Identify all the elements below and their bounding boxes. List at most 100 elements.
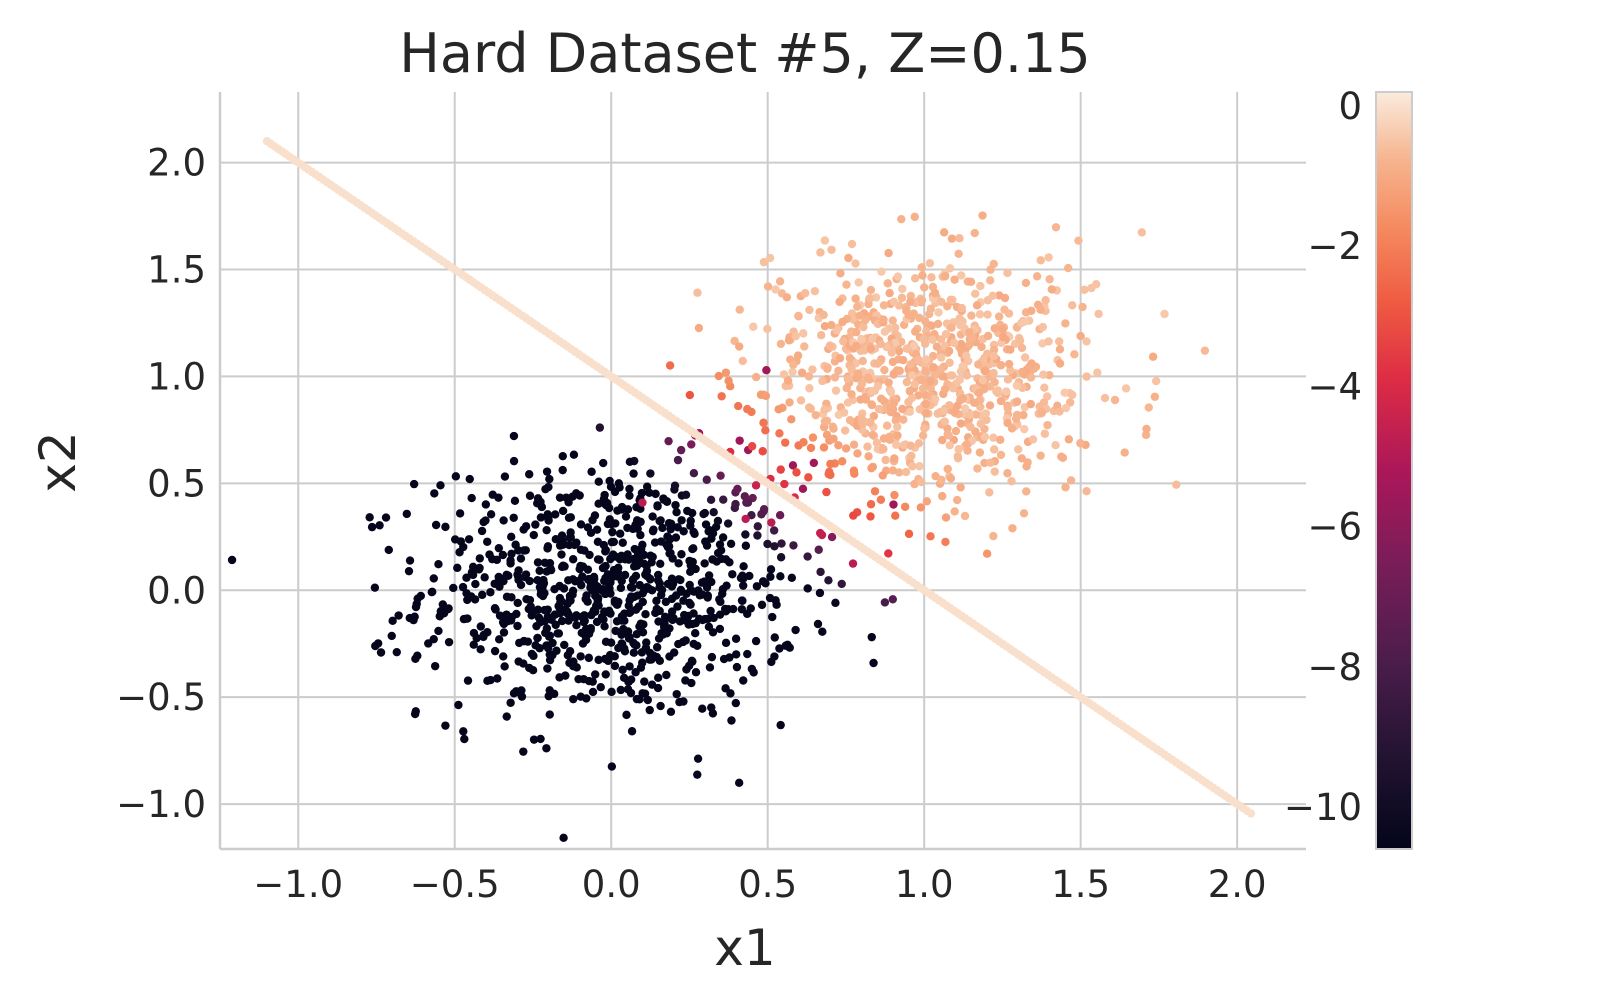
- data-point: [708, 555, 717, 564]
- data-point: [965, 410, 975, 419]
- data-point: [677, 550, 686, 559]
- data-point: [1160, 309, 1169, 319]
- data-point: [879, 301, 889, 310]
- data-point: [808, 433, 818, 442]
- data-point: [946, 474, 956, 483]
- y-axis-ticks: −1.0 −0.5 0.0 0.5 1.0 1.5 2.0: [116, 142, 206, 827]
- data-point: [800, 342, 809, 351]
- x-tick-label: 1.0: [895, 863, 954, 906]
- data-point: [682, 589, 691, 598]
- data-point: [479, 630, 488, 640]
- data-point: [1061, 483, 1070, 492]
- data-point: [516, 554, 526, 563]
- data-point: [637, 648, 647, 657]
- data-point: [776, 465, 785, 474]
- data-point: [890, 323, 900, 332]
- data-point: [480, 573, 489, 582]
- data-point: [584, 676, 594, 686]
- data-point: [640, 677, 649, 686]
- data-point: [962, 371, 972, 380]
- data-point: [544, 691, 553, 701]
- data-point: [606, 578, 615, 587]
- data-point: [985, 488, 994, 497]
- data-point: [606, 482, 616, 491]
- data-point: [619, 624, 628, 634]
- data-point: [576, 520, 586, 529]
- data-point: [866, 344, 875, 354]
- data-point: [498, 550, 508, 560]
- colorbar-tick-label: −10: [1284, 786, 1362, 829]
- data-point: [918, 384, 928, 393]
- colorbar-tick-label: 0: [1338, 85, 1362, 128]
- data-point: [516, 688, 525, 698]
- data-point: [542, 525, 551, 535]
- data-point: [645, 705, 654, 715]
- data-point: [1076, 439, 1085, 448]
- data-point: [990, 324, 999, 333]
- data-point: [944, 346, 954, 356]
- data-point: [839, 408, 849, 417]
- data-point: [785, 398, 794, 407]
- data-point: [866, 512, 875, 521]
- data-point: [687, 678, 696, 688]
- data-point: [541, 484, 550, 494]
- data-point: [731, 499, 740, 509]
- data-point: [766, 565, 776, 574]
- data-point: [666, 707, 676, 717]
- data-point: [725, 653, 734, 662]
- data-point: [975, 448, 985, 457]
- data-point: [616, 685, 626, 695]
- data-point: [405, 556, 415, 565]
- data-point: [990, 467, 999, 476]
- data-point: [799, 438, 808, 447]
- data-point: [726, 689, 735, 698]
- data-point: [894, 468, 904, 477]
- data-point: [611, 552, 620, 561]
- data-point: [746, 604, 755, 613]
- data-point: [938, 491, 947, 501]
- data-point: [542, 744, 551, 753]
- data-point: [590, 511, 600, 520]
- data-point: [676, 445, 686, 455]
- data-point: [757, 600, 767, 610]
- data-point: [847, 364, 856, 374]
- data-point: [1032, 272, 1042, 281]
- data-point: [509, 689, 519, 698]
- data-point: [227, 555, 237, 565]
- data-point: [929, 363, 938, 372]
- data-point: [1051, 441, 1060, 450]
- data-point: [665, 549, 674, 558]
- data-point: [751, 481, 761, 490]
- data-point: [583, 597, 592, 606]
- data-point: [562, 493, 571, 502]
- data-point: [816, 248, 825, 257]
- data-point: [693, 770, 702, 779]
- data-point: [818, 376, 827, 386]
- data-point: [607, 687, 616, 697]
- data-point: [910, 379, 920, 389]
- data-point: [967, 311, 976, 320]
- data-point: [438, 600, 448, 609]
- data-point: [670, 481, 680, 490]
- y-tick-label: 1.0: [147, 355, 206, 398]
- data-point: [672, 507, 681, 517]
- data-point: [533, 494, 543, 503]
- data-point: [617, 505, 627, 514]
- data-point: [734, 778, 744, 788]
- data-point: [1036, 451, 1045, 460]
- data-point: [824, 469, 833, 479]
- data-point: [593, 555, 603, 564]
- data-point: [741, 530, 750, 539]
- data-point: [542, 567, 551, 576]
- data-point: [674, 639, 683, 649]
- data-point: [552, 646, 561, 655]
- data-point: [388, 616, 397, 626]
- data-point: [641, 610, 650, 619]
- data-point: [1061, 319, 1070, 328]
- data-point: [629, 469, 638, 478]
- data-point: [543, 664, 552, 673]
- data-point: [700, 577, 709, 586]
- data-point: [613, 568, 623, 577]
- data-point: [564, 513, 574, 522]
- data-point: [502, 610, 511, 619]
